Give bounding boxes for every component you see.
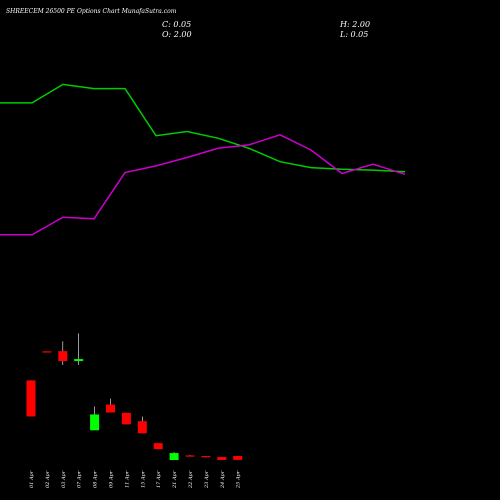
candle-02-apr — [42, 351, 52, 353]
chart-title: SHREECEM 26500 PE Options Chart MunafaSu… — [6, 8, 177, 15]
x-tick-label: 23 Apr — [204, 470, 210, 489]
candle-body — [26, 380, 36, 417]
candle-03-apr — [58, 341, 68, 365]
x-tick-label: 25 Apr — [236, 470, 242, 489]
candle-09-apr — [106, 398, 115, 413]
candle-15-apr — [137, 416, 147, 434]
candle-body — [121, 412, 131, 425]
candle-body — [58, 351, 68, 362]
x-tick-label: 07 Apr — [77, 470, 83, 488]
x-tick-label: 01 Apr — [29, 470, 35, 488]
candlesticks — [26, 333, 243, 460]
candle-body — [233, 456, 243, 460]
candle-body — [153, 443, 163, 450]
candle-21-apr — [169, 452, 179, 460]
indicator-lines — [0, 83, 406, 236]
x-tick-label: 24 Apr — [220, 470, 226, 489]
candle-08-apr — [90, 406, 100, 431]
candle-17-apr — [153, 443, 163, 450]
high-value: H: 2.00 — [339, 20, 370, 29]
candle-23-apr — [201, 456, 211, 458]
x-tick-label: 11 Apr — [124, 470, 130, 488]
candle-07-apr — [74, 333, 84, 365]
x-tick-label: 17 Apr — [156, 470, 162, 488]
candle-body — [217, 457, 227, 460]
candle-body — [137, 421, 147, 434]
open-value: O: 2.00 — [162, 30, 192, 39]
candle-body — [106, 404, 115, 413]
x-tick-label: 22 Apr — [188, 470, 194, 489]
x-tick-label: 08 Apr — [93, 470, 99, 488]
x-tick-label: 02 Apr — [45, 470, 51, 488]
x-tick-label: 03 Apr — [61, 470, 67, 488]
low-value: L: 0.05 — [339, 30, 368, 39]
candle-body — [169, 453, 179, 460]
close-value: C: 0.05 — [162, 20, 191, 29]
candle-body — [42, 351, 52, 353]
x-tick-label: 15 Apr — [140, 470, 146, 488]
candle-24-apr — [217, 457, 227, 460]
candle-01-apr — [26, 380, 36, 417]
x-tick-label: 09 Apr — [109, 470, 115, 488]
x-tick-label: 21 Apr — [172, 470, 178, 489]
magenta-indicator-line — [0, 133, 406, 236]
candle-body — [90, 414, 100, 431]
candle-body — [74, 359, 84, 362]
candle-25-apr — [233, 456, 243, 460]
candle-22-apr — [185, 455, 195, 457]
x-axis-ticks: 01 Apr 02 Apr 03 Apr 07 Apr 08 Apr 09 Apr 11 A… — [29, 470, 242, 489]
candle-body — [185, 455, 195, 457]
candle-body — [201, 456, 211, 458]
candle-11-apr — [121, 412, 131, 425]
